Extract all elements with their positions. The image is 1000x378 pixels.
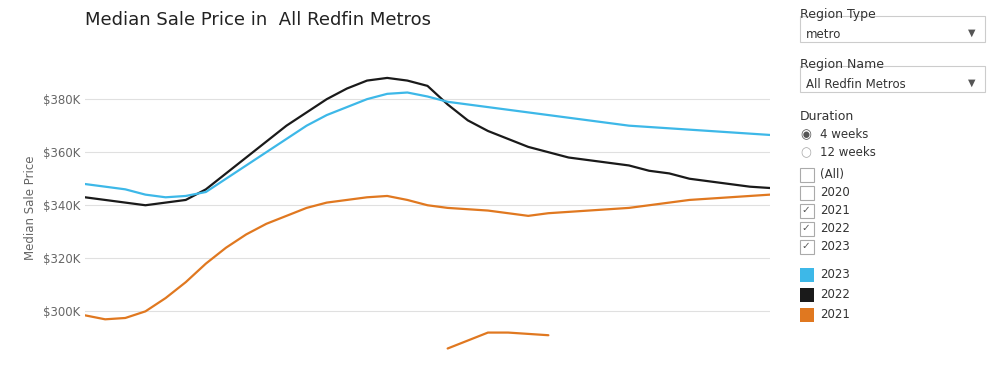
Text: ○: ○ bbox=[800, 146, 811, 159]
Text: Region Name: Region Name bbox=[800, 58, 884, 71]
Text: ▼: ▼ bbox=[968, 78, 975, 88]
Text: ✓: ✓ bbox=[801, 223, 810, 233]
Text: All Redfin Metros: All Redfin Metros bbox=[806, 78, 906, 91]
Text: 2023: 2023 bbox=[820, 240, 850, 253]
Text: 2022: 2022 bbox=[820, 288, 850, 301]
Text: 2020: 2020 bbox=[820, 186, 850, 199]
Text: 4 weeks: 4 weeks bbox=[820, 128, 868, 141]
Text: Duration: Duration bbox=[800, 110, 854, 123]
Text: metro: metro bbox=[806, 28, 841, 41]
Text: 2023: 2023 bbox=[820, 268, 850, 281]
Y-axis label: Median Sale Price: Median Sale Price bbox=[24, 156, 37, 260]
Text: ▼: ▼ bbox=[968, 28, 975, 38]
Text: (All): (All) bbox=[820, 168, 844, 181]
Text: Median Sale Price in  All Redfin Metros: Median Sale Price in All Redfin Metros bbox=[85, 11, 431, 29]
Text: 2022: 2022 bbox=[820, 222, 850, 235]
Text: 12 weeks: 12 weeks bbox=[820, 146, 876, 159]
Text: Region Type: Region Type bbox=[800, 8, 876, 21]
Text: 2021: 2021 bbox=[820, 308, 850, 321]
Text: ◉: ◉ bbox=[800, 128, 811, 141]
Text: ✓: ✓ bbox=[801, 205, 810, 215]
Text: 2021: 2021 bbox=[820, 204, 850, 217]
Text: ✓: ✓ bbox=[801, 241, 810, 251]
